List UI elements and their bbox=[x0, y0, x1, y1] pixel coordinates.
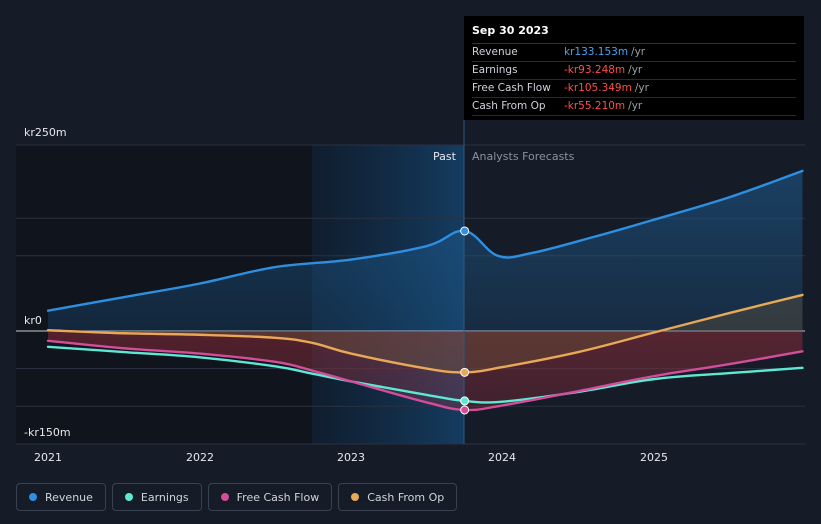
y-tick-label: -kr150m bbox=[24, 426, 71, 439]
tooltip-row-name: Cash From Op bbox=[472, 100, 546, 112]
tooltip-row-value: -kr55.210m bbox=[564, 100, 626, 112]
tooltip-row-name: Free Cash Flow bbox=[472, 82, 551, 94]
cash-from-op-area bbox=[48, 294, 803, 373]
tooltip-row: Earnings -kr93.248m /yr bbox=[472, 62, 796, 80]
forecast-label: Analysts Forecasts bbox=[472, 150, 575, 163]
legend-item-earnings[interactable]: Earnings bbox=[111, 483, 202, 511]
tooltip-row: Revenue kr133.153m /yr bbox=[472, 44, 796, 62]
legend-item-cash-from-op[interactable]: Cash From Op bbox=[338, 483, 458, 511]
past-label: Past bbox=[433, 150, 456, 163]
x-tick-label: 2024 bbox=[488, 451, 516, 464]
x-tick-label: 2023 bbox=[337, 451, 365, 464]
y-tick-label: kr250m bbox=[24, 126, 67, 139]
tooltip-row: Free Cash Flow -kr105.349m /yr bbox=[472, 80, 796, 98]
legend-label: Free Cash Flow bbox=[236, 490, 320, 504]
legend-dot-icon bbox=[220, 493, 229, 501]
earnings-line bbox=[46, 345, 804, 404]
legend-item-free-cash-flow[interactable]: Free Cash Flow bbox=[207, 483, 333, 511]
earnings-marker bbox=[460, 396, 470, 406]
tooltip-row-unit: /yr bbox=[634, 82, 649, 94]
legend-label: Cash From Op bbox=[367, 490, 445, 504]
tooltip-row-unit: /yr bbox=[631, 46, 646, 58]
free-cash-flow-line bbox=[46, 339, 804, 412]
tooltip-date: Sep 30 2023 bbox=[472, 24, 796, 44]
legend-dot-icon bbox=[351, 493, 360, 501]
revenue-area bbox=[48, 170, 803, 331]
legend-item-revenue[interactable]: Revenue bbox=[16, 483, 106, 511]
negative-area bbox=[48, 331, 803, 411]
tooltip-row-unit: /yr bbox=[628, 100, 643, 112]
tooltip: Sep 30 2023 Revenue kr133.153m /yr Earni… bbox=[464, 16, 804, 120]
series-markers bbox=[460, 226, 470, 415]
tooltip-row-value: kr133.153m bbox=[564, 46, 629, 58]
legend-dot-icon bbox=[124, 493, 133, 501]
legend: Revenue Earnings Free Cash Flow Cash Fro… bbox=[16, 483, 458, 511]
legend-dot-icon bbox=[29, 493, 37, 501]
tooltip-row-value: -kr93.248m bbox=[564, 64, 626, 76]
x-tick-label: 2021 bbox=[34, 451, 62, 464]
legend-label: Earnings bbox=[140, 490, 189, 504]
y-tick-label: kr0 bbox=[24, 314, 42, 327]
tooltip-row-name: Earnings bbox=[472, 64, 518, 76]
tooltip-row-name: Revenue bbox=[472, 46, 518, 58]
tooltip-row-unit: /yr bbox=[628, 64, 643, 76]
free-cash-flow-marker bbox=[460, 405, 470, 415]
cash-from-op-marker bbox=[460, 367, 470, 377]
tooltip-row-value: -kr105.349m bbox=[564, 82, 632, 94]
x-tick-label: 2022 bbox=[186, 451, 214, 464]
revenue-marker bbox=[460, 226, 470, 236]
x-tick-label: 2025 bbox=[640, 451, 668, 464]
legend-label: Revenue bbox=[45, 490, 93, 504]
area-fills bbox=[48, 170, 803, 411]
cash-from-op-line bbox=[46, 293, 804, 374]
tooltip-row: Cash From Op -kr55.210m /yr bbox=[472, 98, 796, 116]
